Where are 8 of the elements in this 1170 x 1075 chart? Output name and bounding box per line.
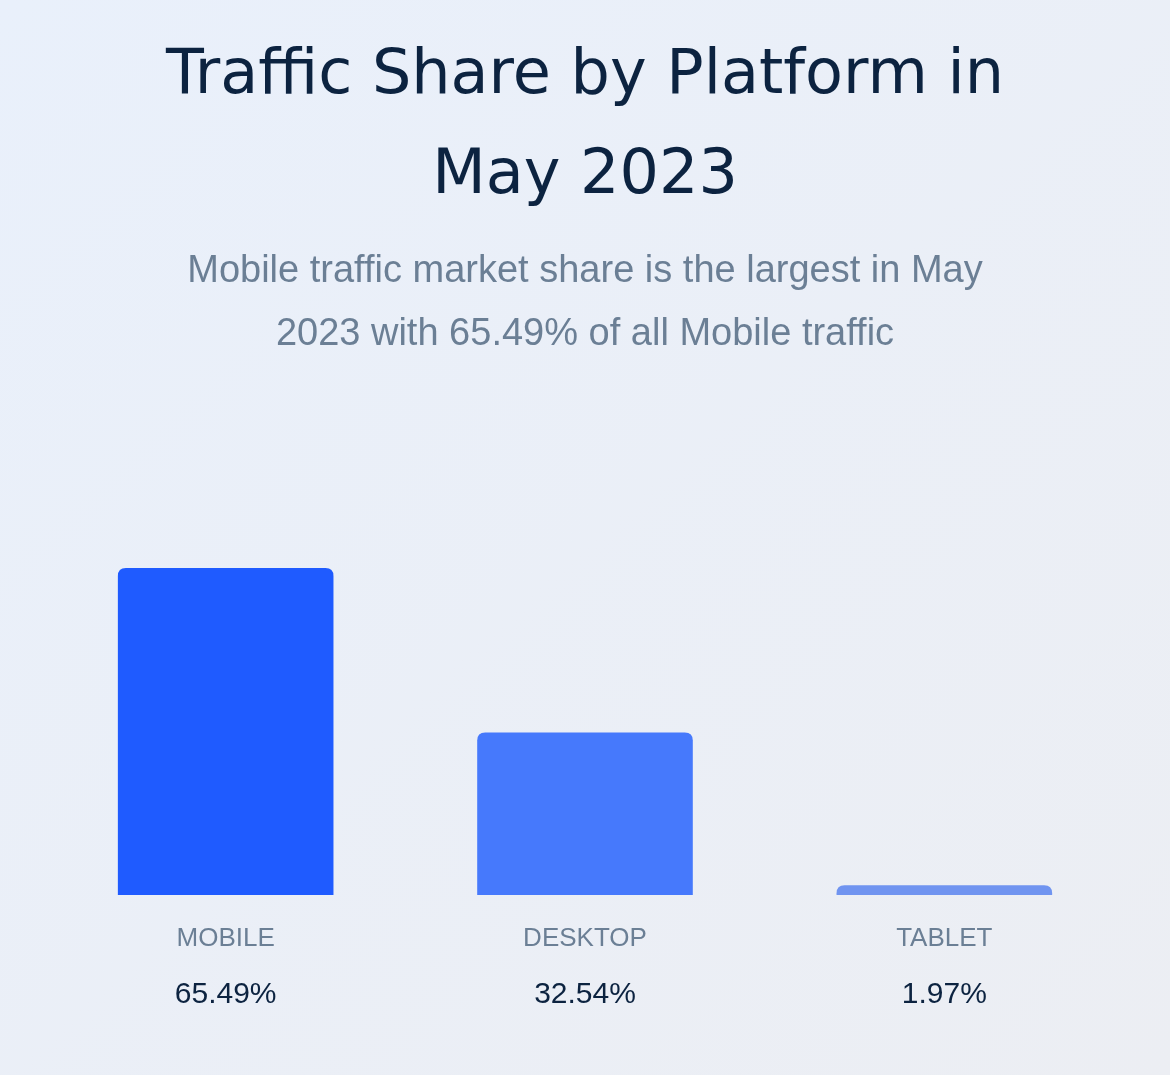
data-label: 32.54% — [534, 976, 636, 1009]
data-label: 1.97% — [901, 976, 987, 1009]
chart-subtitle: Mobile traffic market share is the largest in May 2023 with 65.49% of all Mobile traffic — [187, 248, 983, 353]
x-tick-label: MOBILE — [176, 922, 275, 952]
x-tick-label: TABLET — [896, 922, 993, 952]
chart-title: Traffic Share by Platform in May 2023 — [164, 35, 1005, 208]
data-label: 65.49% — [174, 976, 277, 1009]
x-tick-label: DESKTOP — [523, 922, 647, 952]
